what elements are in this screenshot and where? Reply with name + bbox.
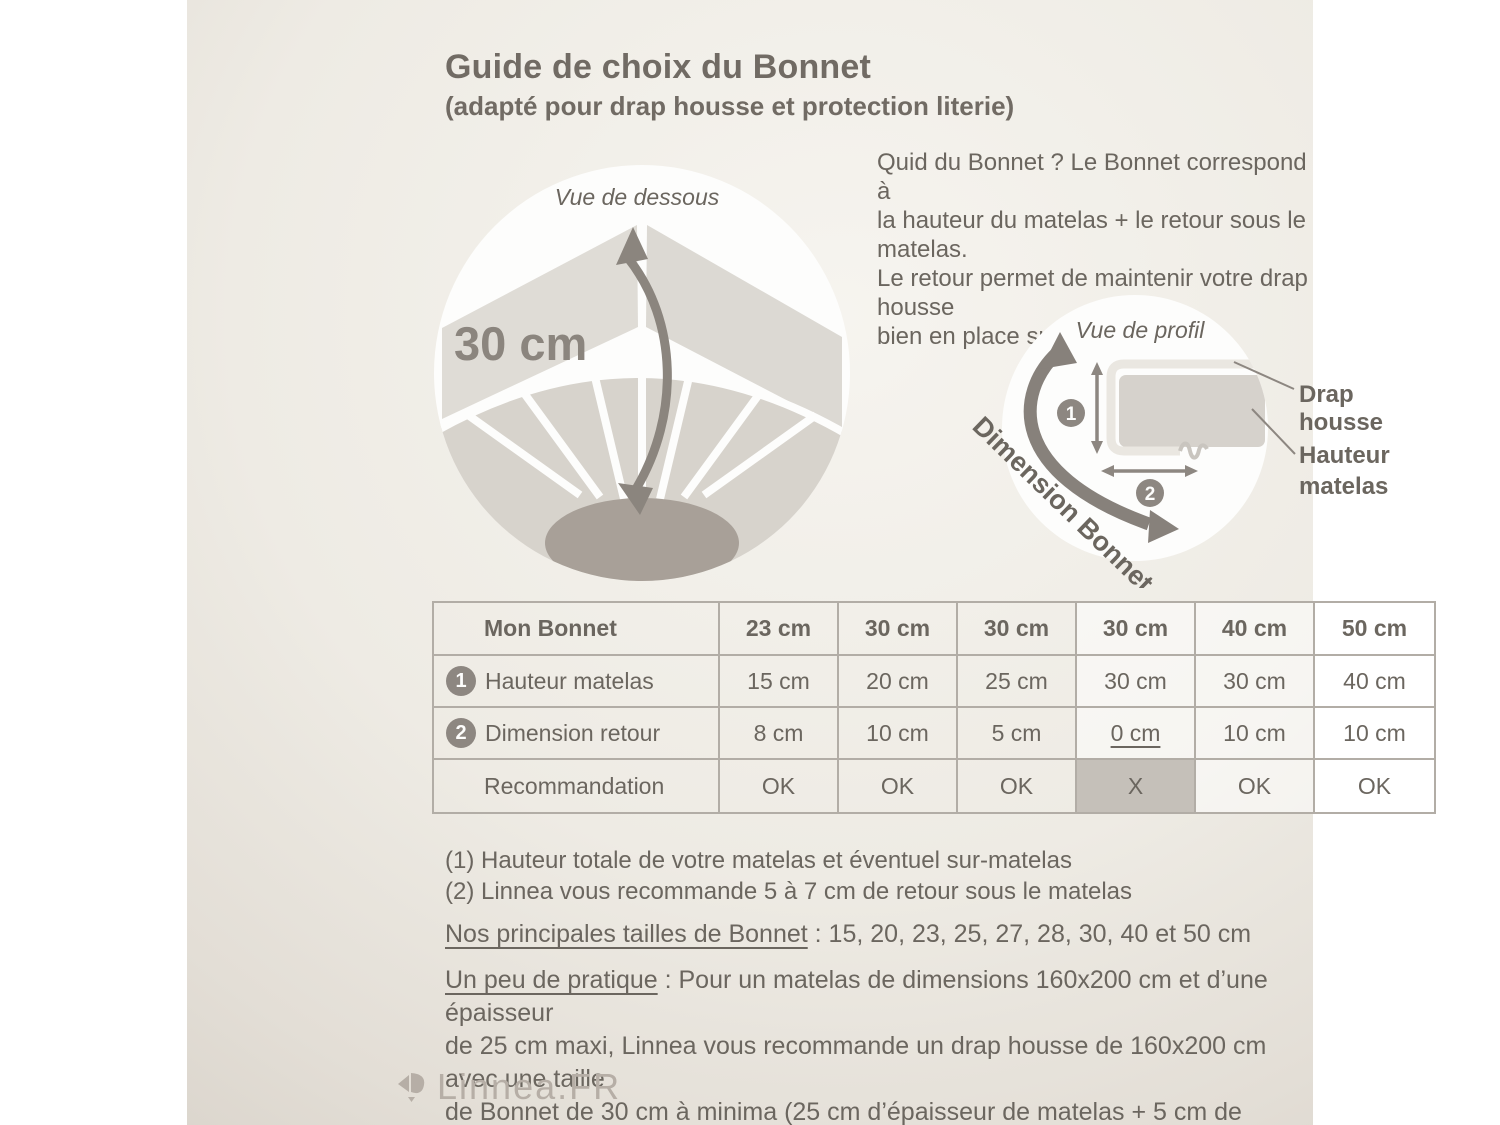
return-double-arrow bbox=[1101, 465, 1198, 477]
table-header-col4: 30 cm bbox=[1077, 603, 1196, 656]
badge-2 bbox=[1136, 479, 1164, 507]
table-cell: 8 cm bbox=[720, 708, 839, 760]
height-double-arrow bbox=[1091, 362, 1103, 454]
table-cell: OK bbox=[1196, 760, 1315, 812]
profile-view-caption: Vue de profil bbox=[1076, 317, 1206, 343]
brand-logo-text: Linnea.FR bbox=[437, 1066, 622, 1107]
callout-label-hauteur-matelas: Hauteur matelas bbox=[1299, 442, 1390, 500]
arc-arrow-head-top bbox=[1041, 332, 1077, 369]
intro-paragraph: Quid du Bonnet ? Le Bonnet correspond à … bbox=[877, 148, 1313, 351]
table-cell: 30 cm bbox=[1077, 656, 1196, 708]
table-header-col2: 30 cm bbox=[839, 603, 958, 656]
table-row-recommandation-label: Recommandation bbox=[434, 760, 720, 812]
badge-2-number: 2 bbox=[1145, 484, 1156, 505]
practice-paragraph: Un peu de pratique : Pour un matelas de … bbox=[445, 964, 1313, 1125]
table-cell: OK bbox=[1315, 760, 1434, 812]
measure-arrow-head-bottom bbox=[618, 483, 653, 515]
practice-lead: Un peu de pratique bbox=[445, 966, 658, 994]
table-cell: 10 cm bbox=[839, 708, 958, 760]
table-cell: 40 cm bbox=[1315, 656, 1434, 708]
measure-label-30cm: 30 cm bbox=[454, 317, 587, 370]
profile-view-diagram: 1 2 Vue de profil Dimension Bonnet bbox=[967, 295, 1296, 588]
table-header-col6: 50 cm bbox=[1315, 603, 1434, 656]
table-cell-not-recommended: X bbox=[1077, 760, 1196, 812]
table-header-col5: 40 cm bbox=[1196, 603, 1315, 656]
fitted-sheet-outline bbox=[1106, 359, 1268, 456]
table-cell: 10 cm bbox=[1315, 708, 1434, 760]
row-badge-2: 2 bbox=[446, 718, 476, 748]
table-cell-0cm-underlined: 0 cm bbox=[1077, 708, 1196, 760]
measure-arrow-curve bbox=[624, 255, 672, 492]
table-cell: 10 cm bbox=[1196, 708, 1315, 760]
table-cell: 25 cm bbox=[958, 656, 1077, 708]
intro-line-3: Le retour permet de maintenir votre drap… bbox=[877, 265, 1308, 321]
intro-line-2: la hauteur du matelas + le retour sous l… bbox=[877, 207, 1306, 263]
table-cell: OK bbox=[839, 760, 958, 812]
sizes-rest: : 15, 20, 23, 25, 27, 28, 30, 40 et 50 c… bbox=[807, 920, 1252, 948]
intro-line-1: Quid du Bonnet ? Le Bonnet correspond à bbox=[877, 149, 1307, 205]
table-cell: OK bbox=[958, 760, 1077, 812]
bonnet-table: Mon Bonnet 23 cm 30 cm 30 cm 30 cm 40 cm… bbox=[432, 601, 1436, 814]
practice-line-3: de Bonnet de 30 cm à minima (25 cm d’épa… bbox=[445, 1098, 1242, 1125]
table-header-mon-bonnet: Mon Bonnet bbox=[434, 603, 720, 656]
table-row-hauteur-label: 1 Hauteur matelas bbox=[434, 656, 720, 708]
mattress-right-panel bbox=[646, 225, 842, 429]
content-area: Guide de choix du Bonnet (adapté pour dr… bbox=[187, 0, 1436, 1125]
badge-1 bbox=[1057, 399, 1085, 427]
practice-line-1: Un peu de pratique : Pour un matelas de … bbox=[445, 966, 1268, 1027]
brand-logo: Linnea.FR bbox=[397, 1066, 621, 1108]
bonnet-dimension-arc bbox=[1023, 348, 1152, 531]
bottom-view-caption: Vue de dessous bbox=[555, 184, 720, 210]
table-header-col3: 30 cm bbox=[958, 603, 1077, 656]
badge-1-number: 1 bbox=[1066, 404, 1077, 425]
table-cell: OK bbox=[720, 760, 839, 812]
callout-line-hauteur bbox=[1251, 408, 1296, 455]
callout-line-drap bbox=[1233, 361, 1295, 390]
arc-arrow-head-bottom bbox=[1148, 510, 1179, 543]
mattress-underside-oval bbox=[545, 498, 739, 581]
footnote-1: (1) Hauteur totale de votre matelas et é… bbox=[445, 847, 1072, 874]
table-cell: 20 cm bbox=[839, 656, 958, 708]
callout-label-drap-housse: Drap housse bbox=[1299, 381, 1384, 436]
page-subtitle: (adapté pour drap housse et protection l… bbox=[445, 91, 1015, 121]
mattress-left-panel bbox=[442, 225, 638, 419]
table-row-retour-label: 2 Dimension retour bbox=[434, 708, 720, 760]
table-header-col1: 23 cm bbox=[720, 603, 839, 656]
footnote-2: (2) Linnea vous recommande 5 à 7 cm de r… bbox=[445, 878, 1133, 905]
mattress-rect bbox=[1119, 375, 1265, 447]
footnotes: (1) Hauteur totale de votre matelas et é… bbox=[445, 845, 1132, 907]
page-title: Guide de choix du Bonnet bbox=[445, 48, 872, 86]
measure-arrow-head-top bbox=[616, 227, 648, 265]
practice-line-2: de 25 cm maxi, Linnea vous recommande un… bbox=[445, 1032, 1267, 1093]
table-cell: 15 cm bbox=[720, 656, 839, 708]
sizes-line: Nos principales tailles de Bonnet : 15, … bbox=[445, 920, 1251, 949]
table-cell: 5 cm bbox=[958, 708, 1077, 760]
sheet-elastic-squiggle bbox=[1178, 441, 1209, 460]
table-cell: 30 cm bbox=[1196, 656, 1315, 708]
linnea-leaf-icon bbox=[398, 1073, 425, 1102]
sizes-lead: Nos principales tailles de Bonnet bbox=[445, 920, 808, 948]
bottom-view-diagram: Vue de dessous 30 cm bbox=[434, 165, 850, 581]
row-badge-1: 1 bbox=[446, 666, 476, 696]
